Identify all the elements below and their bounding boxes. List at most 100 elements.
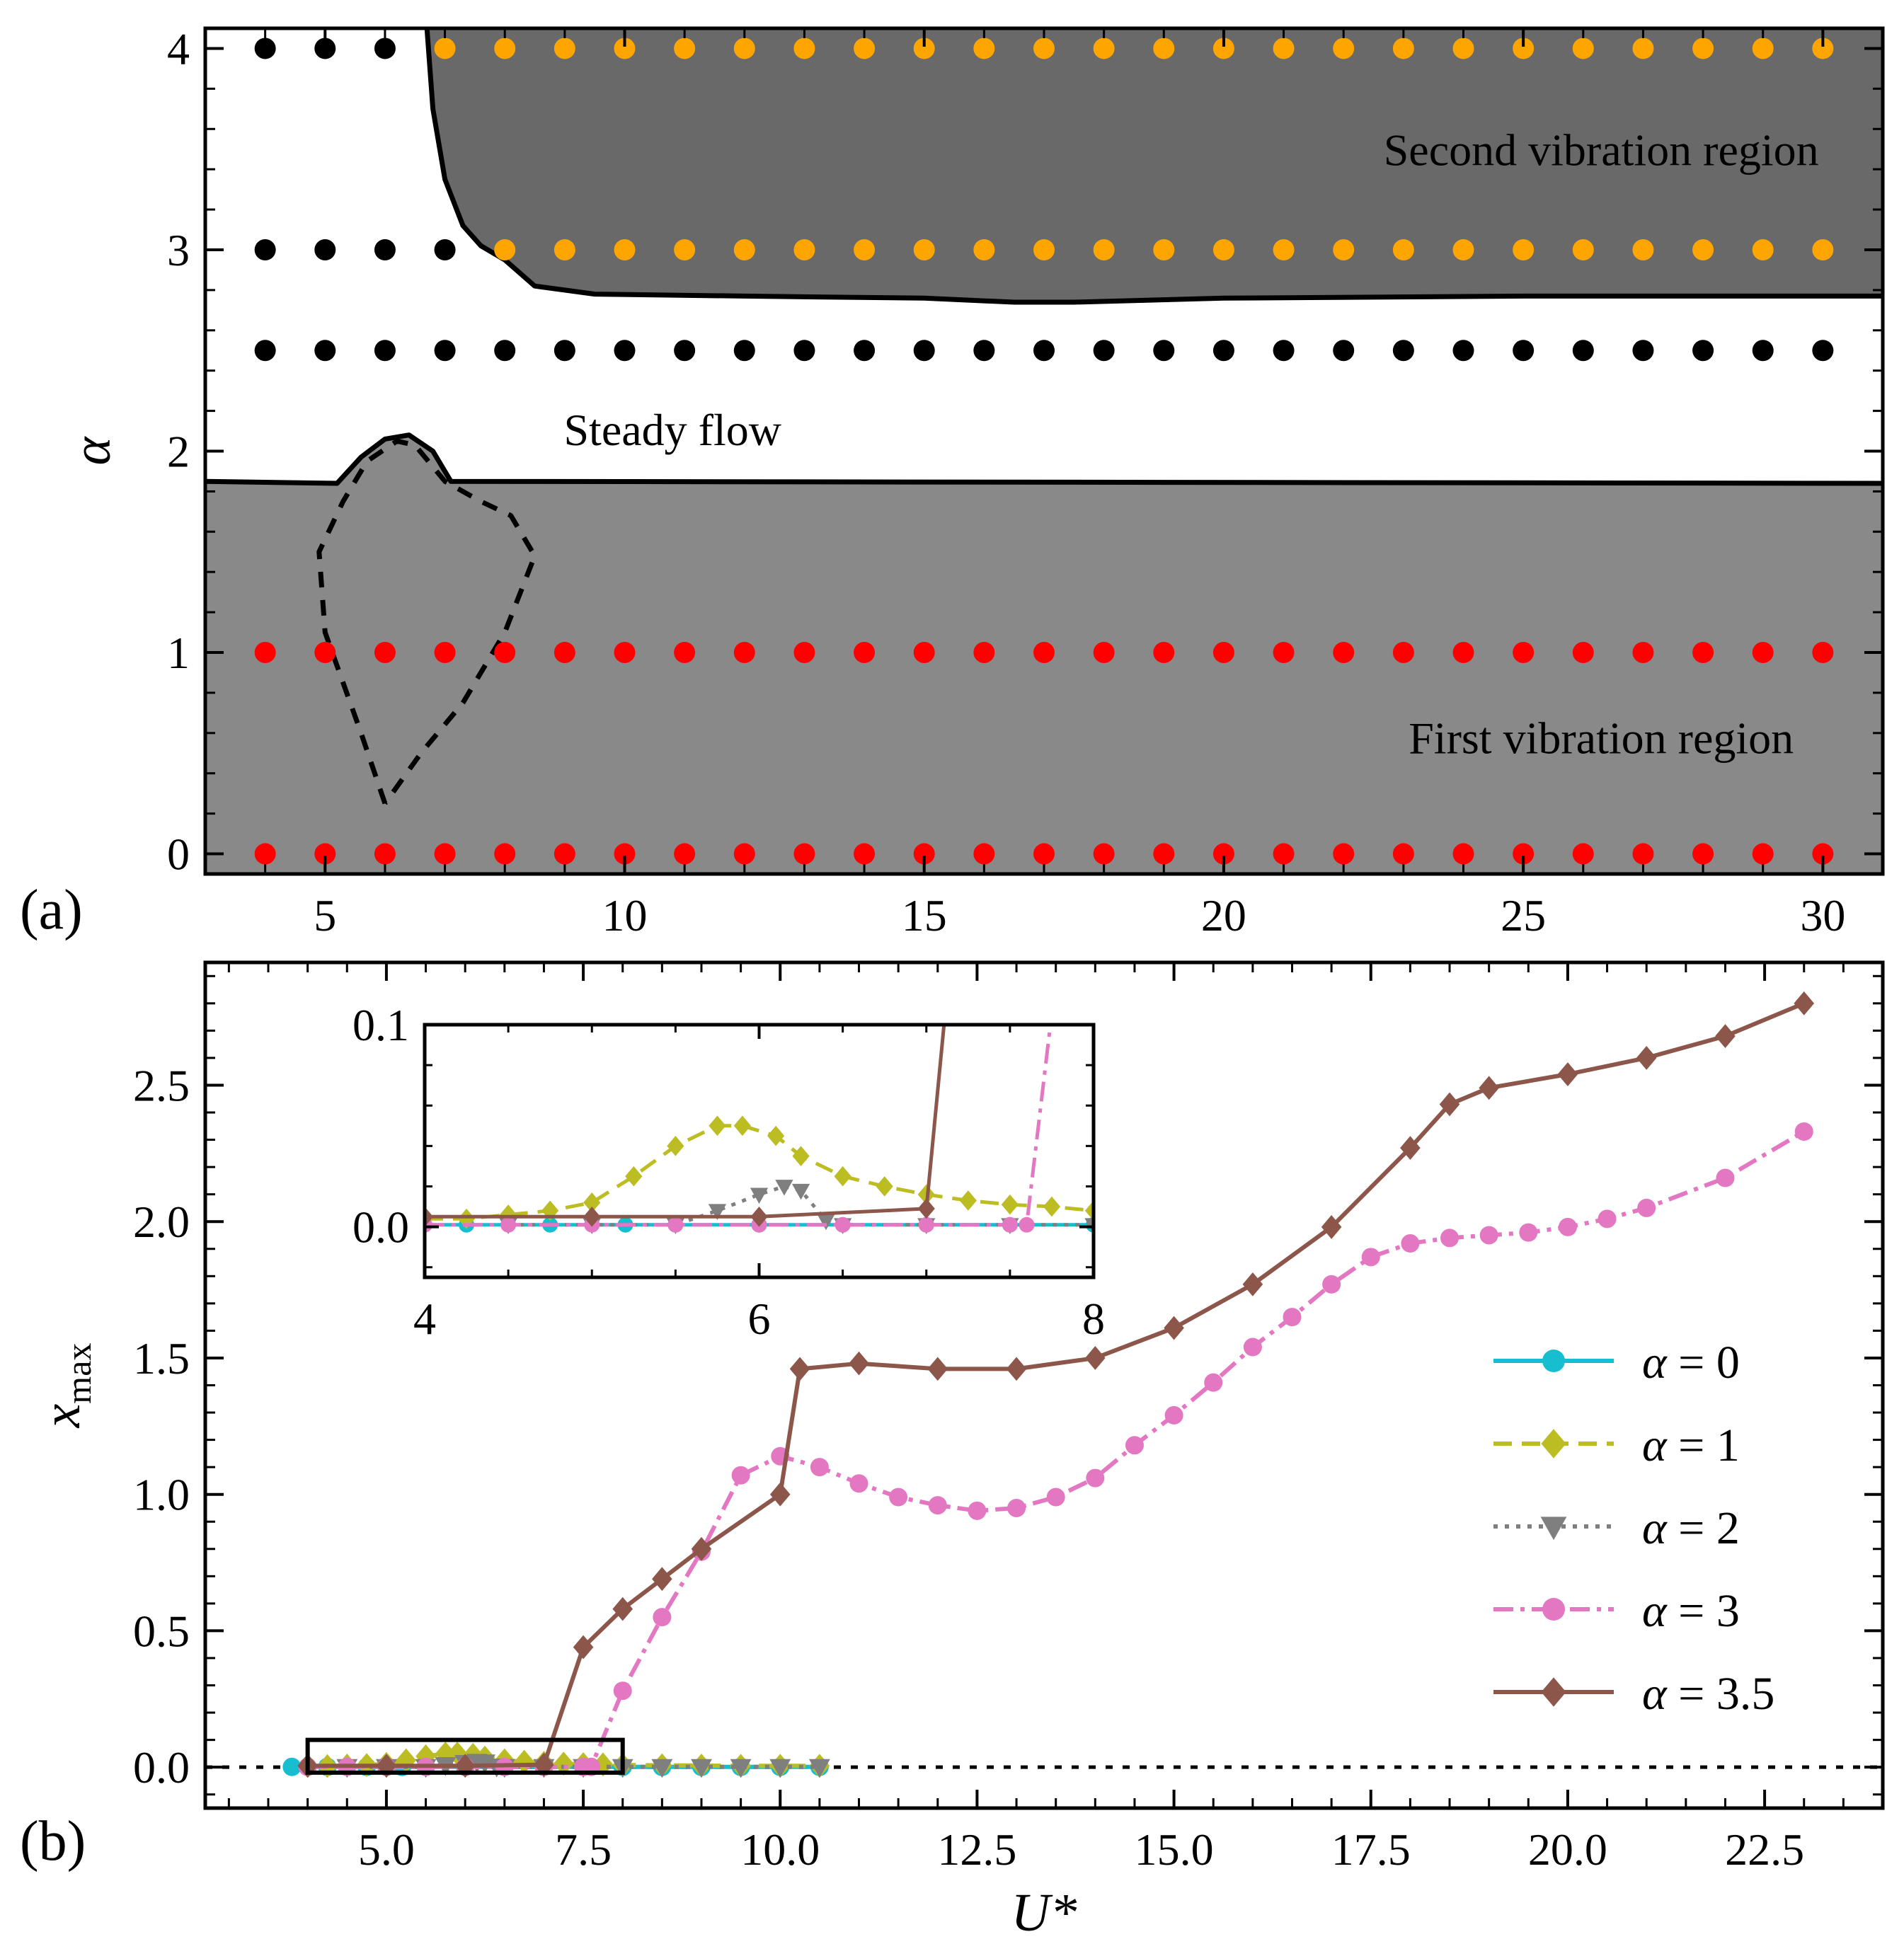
first-point bbox=[1392, 843, 1414, 865]
panel-a-points bbox=[254, 38, 1834, 865]
series-alpha-1-marker bbox=[396, 1748, 417, 1773]
series-steady bbox=[254, 38, 1834, 362]
series-alpha-3.5-marker bbox=[612, 1597, 633, 1621]
steady-point bbox=[374, 238, 396, 260]
steady-point bbox=[1333, 340, 1355, 362]
first-point bbox=[973, 843, 995, 865]
second-point bbox=[1632, 38, 1654, 59]
panel-b-y-tick-label: 0.0 bbox=[133, 1742, 190, 1793]
series-alpha-3.5-marker bbox=[1636, 1046, 1657, 1070]
inset-series-alpha-1-marker bbox=[709, 1115, 726, 1137]
second-point bbox=[674, 238, 696, 260]
series-alpha-3-marker bbox=[1558, 1217, 1577, 1236]
inset-series-alpha-3-marker bbox=[500, 1216, 517, 1233]
second-point bbox=[913, 38, 935, 59]
first-point bbox=[434, 642, 456, 664]
series-alpha-3-marker bbox=[1716, 1168, 1735, 1187]
second-point bbox=[554, 238, 575, 260]
first-point bbox=[1452, 843, 1474, 865]
series-alpha-3.5-marker bbox=[1439, 1092, 1460, 1117]
first-point bbox=[1812, 843, 1834, 865]
first-point bbox=[1392, 642, 1414, 664]
series-alpha-3-marker bbox=[1283, 1308, 1302, 1327]
series-alpha-3-marker bbox=[1164, 1405, 1183, 1425]
series-alpha-3.5-marker bbox=[769, 1482, 791, 1507]
upper-boundary-line bbox=[424, 28, 1883, 305]
inset-y-tick-label: 0.1 bbox=[352, 1000, 409, 1050]
second-point bbox=[1572, 38, 1594, 59]
second-point bbox=[1273, 38, 1295, 59]
steady-point bbox=[434, 238, 456, 260]
panel-b-ticks: 5.0 7.5 10.0 12.5 15.0 17.5 20.0 22.5 0.0 0.5 1.0 1… bbox=[133, 962, 1884, 1875]
panel-a-x-tick-label: 25 bbox=[1501, 890, 1546, 940]
first-point bbox=[434, 843, 456, 865]
panel-b-x-tick-label: 7.5 bbox=[555, 1824, 612, 1875]
legend-label-value: = 3 bbox=[1667, 1585, 1740, 1637]
inset-series-alpha-1-marker bbox=[667, 1136, 684, 1156]
y-axis-label-base: x bbox=[32, 1403, 91, 1428]
first-point bbox=[1153, 642, 1175, 664]
series-alpha-1-marker bbox=[592, 1752, 614, 1777]
second-point bbox=[554, 38, 575, 59]
legend-marker-alpha-3 bbox=[1542, 1598, 1565, 1621]
steady-point bbox=[1513, 340, 1535, 362]
legend-label-alpha-3: α = 3 bbox=[1642, 1585, 1740, 1637]
second-point bbox=[973, 38, 995, 59]
steady-point bbox=[254, 340, 276, 362]
second-point bbox=[733, 38, 755, 59]
series-alpha-3.5-marker bbox=[454, 1754, 476, 1778]
steady-point bbox=[1452, 340, 1474, 362]
steady-point bbox=[494, 340, 516, 362]
second-point bbox=[733, 238, 755, 260]
second-point bbox=[1153, 238, 1175, 260]
steady-point bbox=[733, 340, 755, 362]
steady-point bbox=[254, 38, 276, 59]
first-point bbox=[1212, 642, 1234, 664]
steady-point bbox=[1752, 340, 1774, 362]
inset-series-alpha-3-marker bbox=[918, 1216, 934, 1233]
second-point bbox=[1452, 238, 1474, 260]
inset-series-alpha-1-marker bbox=[876, 1176, 893, 1197]
steady-point bbox=[1632, 340, 1654, 362]
inset-series-alpha-1-marker bbox=[834, 1166, 851, 1187]
first-point bbox=[1513, 843, 1535, 865]
inset-series-alpha-3.5-marker bbox=[750, 1207, 768, 1227]
second-point bbox=[1752, 38, 1774, 59]
steady-point bbox=[554, 340, 575, 362]
panel-b-y-tick-label: 1.0 bbox=[133, 1470, 190, 1520]
first-point bbox=[374, 843, 396, 865]
first-point bbox=[1632, 843, 1654, 865]
legend-entry-alpha-3.5: α = 3.5 bbox=[1493, 1668, 1774, 1720]
inset-series-alpha-2-marker bbox=[708, 1204, 727, 1220]
legend-label-alpha-3.5: α = 3.5 bbox=[1642, 1668, 1774, 1720]
second-point bbox=[1812, 38, 1834, 59]
inset-series-alpha-1-marker bbox=[1084, 1200, 1094, 1221]
steady-point bbox=[374, 38, 396, 59]
inset-series-alpha-3-marker bbox=[1002, 1216, 1018, 1233]
second-point bbox=[1692, 38, 1714, 59]
series-alpha-1-marker bbox=[553, 1751, 574, 1776]
series-alpha-2-marker bbox=[808, 1759, 830, 1778]
series-alpha-3.5-marker bbox=[691, 1536, 712, 1561]
legend-label-alpha-2: α = 2 bbox=[1642, 1502, 1740, 1554]
second-vibration-region-fill bbox=[427, 28, 1883, 302]
panel-a-y-tick-label: 0 bbox=[167, 829, 190, 880]
first-point bbox=[494, 642, 516, 664]
first-point bbox=[1513, 642, 1535, 664]
inset-series-alpha-1-marker bbox=[959, 1190, 977, 1211]
inset-series-alpha-1-marker bbox=[625, 1166, 643, 1187]
panel-a-label: (a) bbox=[20, 879, 83, 941]
series-alpha-3.5-marker bbox=[573, 1635, 594, 1659]
second-point bbox=[793, 238, 815, 260]
series-alpha-3.5-marker bbox=[849, 1351, 869, 1376]
panel-b-x-axis-label: U* bbox=[1011, 1883, 1077, 1943]
steady-point bbox=[314, 340, 336, 362]
first-point bbox=[854, 642, 876, 664]
second-point bbox=[913, 238, 935, 260]
legend-label-symbol: α bbox=[1642, 1502, 1668, 1554]
first-point bbox=[1632, 642, 1654, 664]
steady-point bbox=[854, 340, 876, 362]
inset-series-alpha-3.5-marker bbox=[917, 1198, 935, 1219]
first-point bbox=[1452, 642, 1474, 664]
